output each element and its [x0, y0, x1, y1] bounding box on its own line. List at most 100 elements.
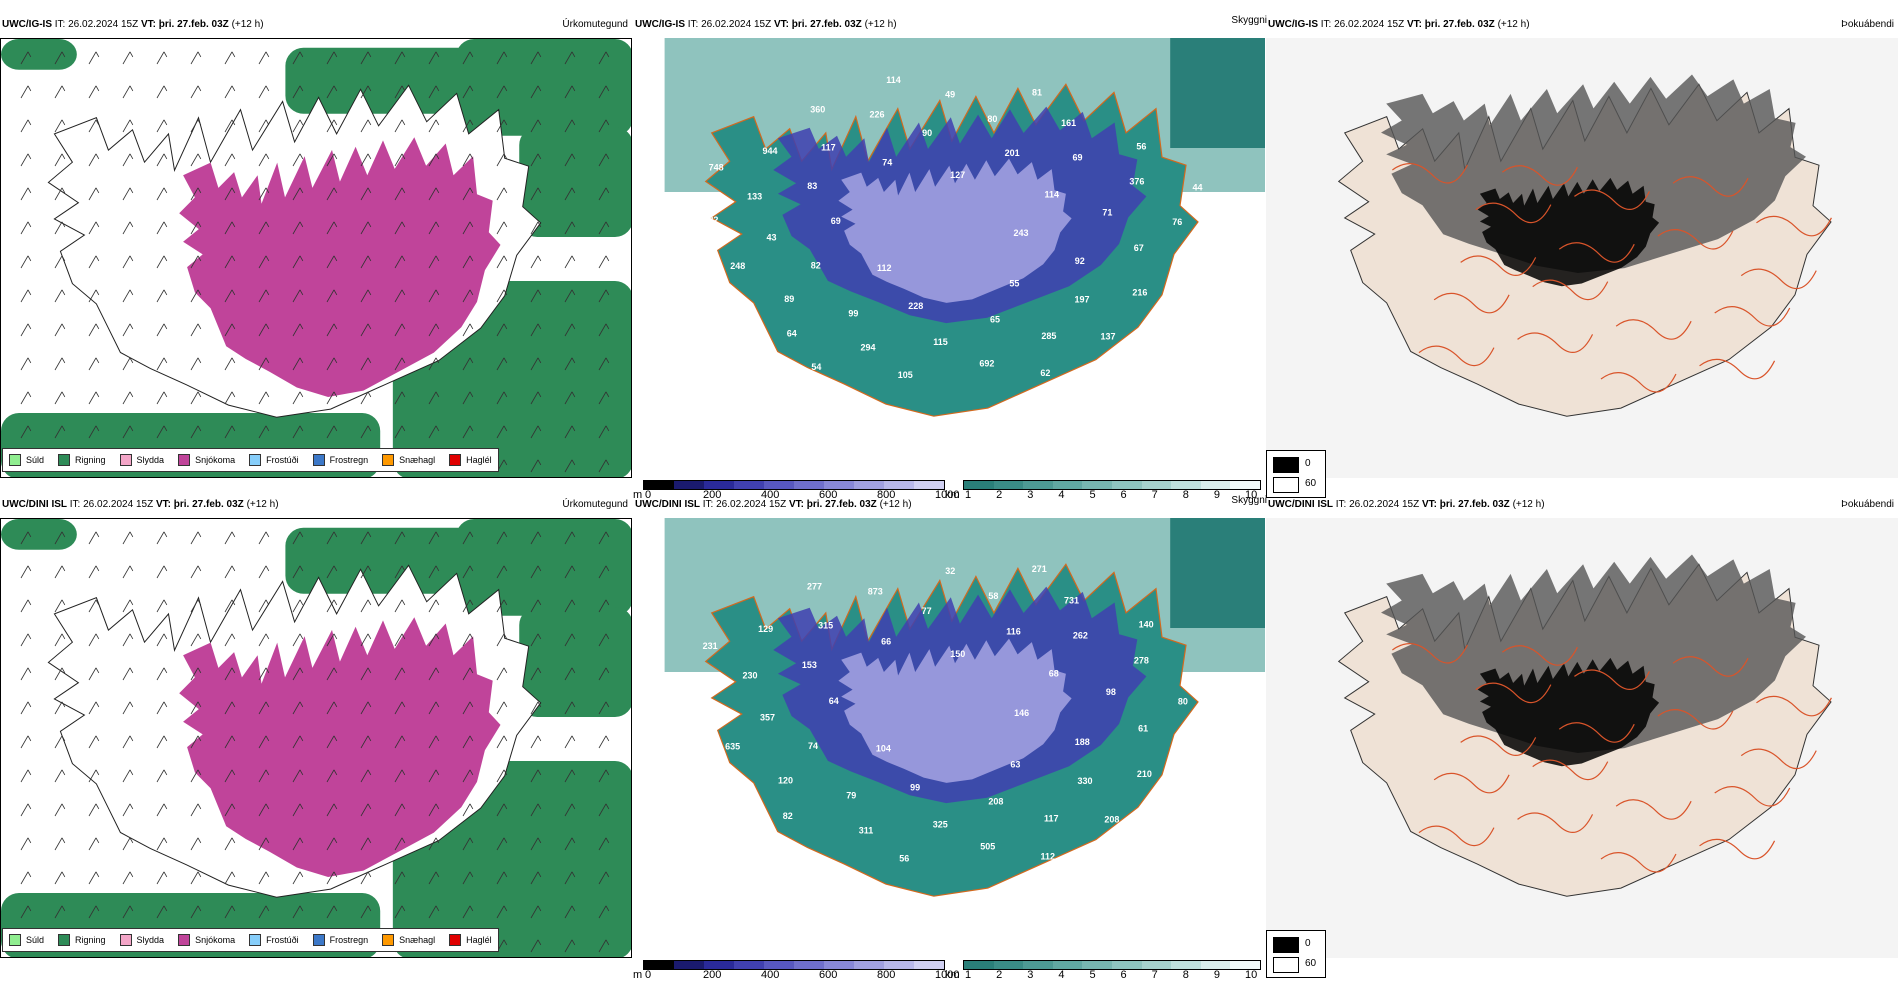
map-fog[interactable] — [1266, 518, 1898, 958]
ceiling-value-label: 64 — [829, 696, 839, 706]
header-it-label: IT: — [702, 499, 714, 510]
fog-index-legend: 0 60 — [1266, 450, 1326, 498]
visibility-tick: 7 — [1151, 969, 1158, 981]
map-precip[interactable] — [0, 518, 632, 958]
ceiling-value-label: 69 — [1072, 152, 1082, 162]
map-ceiling[interactable]: 146 104 150 63 64 68 99 66 188 74 116 208 153 98 79 77 3… — [633, 518, 1265, 958]
header-it-value: 26.02.2024 15Z — [716, 499, 787, 510]
legend-swatch — [382, 934, 395, 946]
ceiling-value-label: 731 — [1064, 595, 1079, 605]
ceiling-tick: 0 — [645, 489, 652, 501]
visibility-tick: 2 — [996, 969, 1003, 981]
ceiling-value-label: 80 — [1178, 697, 1188, 707]
fog-low-label: 60 — [1305, 478, 1317, 489]
map-ceiling[interactable]: 243 112 127 55 69 114 228 74 92 82 201 65 83 71 99 90 19… — [633, 38, 1265, 478]
legend-item: Haglél — [449, 934, 492, 946]
header-model: UWC/IG-IS — [2, 19, 52, 30]
visibility-tick: 10 — [1245, 489, 1258, 501]
panel-fog-row1: UWC/IG-IS IT: 26.02.2024 15Z VT: þri. 27… — [1266, 18, 1898, 498]
ceiling-value-label: 182 — [703, 215, 718, 225]
ceiling-value-label: 140 — [1139, 619, 1154, 629]
ceiling-value-label: 153 — [802, 660, 817, 670]
ceiling-tick: 200 — [703, 489, 722, 501]
ceiling-value-label: 62 — [1040, 368, 1050, 378]
ceiling-value-label: 161 — [1061, 118, 1076, 128]
panel-ceiling-row1: UWC/IG-IS IT: 26.02.2024 15Z VT: þri. 27… — [633, 15, 1267, 501]
legend-label: Slydda — [136, 455, 165, 465]
header-vt-label: VT: — [1406, 19, 1422, 30]
panel-title: Skyggni — [1231, 15, 1267, 26]
ceiling-value-label: 277 — [807, 582, 822, 592]
ceiling-value-label: 692 — [979, 359, 994, 369]
map-fog[interactable] — [1266, 38, 1898, 478]
legend-label: Súld — [26, 455, 45, 465]
panel-header: UWC/DINI ISL IT: 26.02.2024 15Z VT: þri.… — [635, 498, 912, 512]
header-vt-value: þri. 27.feb. 03Z — [806, 499, 877, 510]
ceiling-value-label: 114 — [886, 75, 901, 85]
panel-title: Þokuábendi — [1841, 499, 1894, 510]
ceiling-value-label: 82 — [811, 261, 821, 271]
legend-swatch — [119, 454, 132, 466]
legend-item: Súld — [9, 454, 44, 466]
legend-label: Rigning — [75, 455, 106, 465]
ceiling-value-label: 104 — [876, 744, 891, 754]
ceiling-value-label: 243 — [1013, 228, 1028, 238]
legend-swatch — [449, 934, 462, 946]
legend-item: Slydda — [119, 934, 165, 946]
header-it-value: 26.02.2024 15Z — [701, 19, 772, 30]
rain-area — [1, 519, 77, 550]
legend-label: Haglél — [466, 935, 492, 945]
header-vt-value: þri. 27.feb. 03Z — [1424, 19, 1495, 30]
header-model: UWC/DINI ISL — [1268, 499, 1333, 510]
panel-header: UWC/IG-IS IT: 26.02.2024 15Z VT: þri. 27… — [635, 18, 897, 32]
legend-swatch — [449, 454, 462, 466]
legend-label: Snjókoma — [195, 935, 236, 945]
header-vt-value: þri. 27.feb. 03Z — [173, 499, 244, 510]
legend-swatch — [9, 934, 21, 946]
ceiling-value-label: 117 — [1044, 814, 1059, 824]
legend-swatch — [178, 934, 191, 946]
ceiling-value-label: 117 — [821, 143, 836, 153]
legend-swatch — [312, 454, 325, 466]
legend-swatch — [178, 454, 191, 466]
header-vt-label: VT: — [773, 19, 789, 30]
legend-item: Rigning — [58, 934, 106, 946]
legend-label: Slydda — [136, 935, 165, 945]
ceiling-value-label: 944 — [762, 146, 777, 156]
ceiling-value-label: 294 — [860, 343, 875, 353]
visibility-tick: 9 — [1213, 969, 1220, 981]
legend-label: Frostúði — [266, 935, 299, 945]
ceiling-value-label: 71 — [1102, 207, 1112, 217]
ceiling-value-label: 98 — [1106, 687, 1116, 697]
map-precip[interactable] — [0, 38, 632, 478]
ceiling-value-label: 197 — [1074, 294, 1089, 304]
ceiling-value-label: 85 — [700, 695, 710, 705]
ceiling-value-label: 67 — [1134, 243, 1144, 253]
fog-index-legend: 0 60 — [1266, 930, 1326, 978]
visibility-tick: 6 — [1120, 969, 1127, 981]
ceiling-value-label: 99 — [910, 783, 920, 793]
legend-label: Snæhagl — [399, 455, 436, 465]
fog-low-swatch — [1273, 477, 1299, 493]
ceiling-value-label: 76 — [1172, 217, 1182, 227]
ceiling-value-label: 32 — [945, 566, 955, 576]
ceiling-value-label: 82 — [783, 811, 793, 821]
ceiling-value-label: 90 — [922, 128, 932, 138]
ceiling-value-label: 315 — [818, 621, 833, 631]
precip-type-legend: Súld Rigning Slydda Snjókoma Frostúði Frostre… — [2, 448, 499, 472]
rain-area — [519, 607, 631, 717]
ceiling-value-label: 89 — [784, 294, 794, 304]
visibility-tick: 8 — [1182, 969, 1189, 981]
legend-item: Slydda — [119, 454, 165, 466]
ceiling-value-label: 61 — [1138, 724, 1148, 734]
ceiling-value-label: 112 — [877, 263, 892, 273]
ceiling-value-label: 83 — [807, 181, 817, 191]
header-it-value: 26.02.2024 15Z — [1349, 499, 1420, 510]
ceiling-value-label: 58 — [988, 591, 998, 601]
ceiling-value-label: 311 — [859, 825, 874, 835]
ceiling-tick: 600 — [819, 489, 838, 501]
ceiling-value-label: 376 — [1129, 177, 1144, 187]
legend-swatch — [249, 454, 262, 466]
header-vt-label: VT: — [1421, 499, 1437, 510]
visibility-unit: km — [945, 489, 960, 501]
